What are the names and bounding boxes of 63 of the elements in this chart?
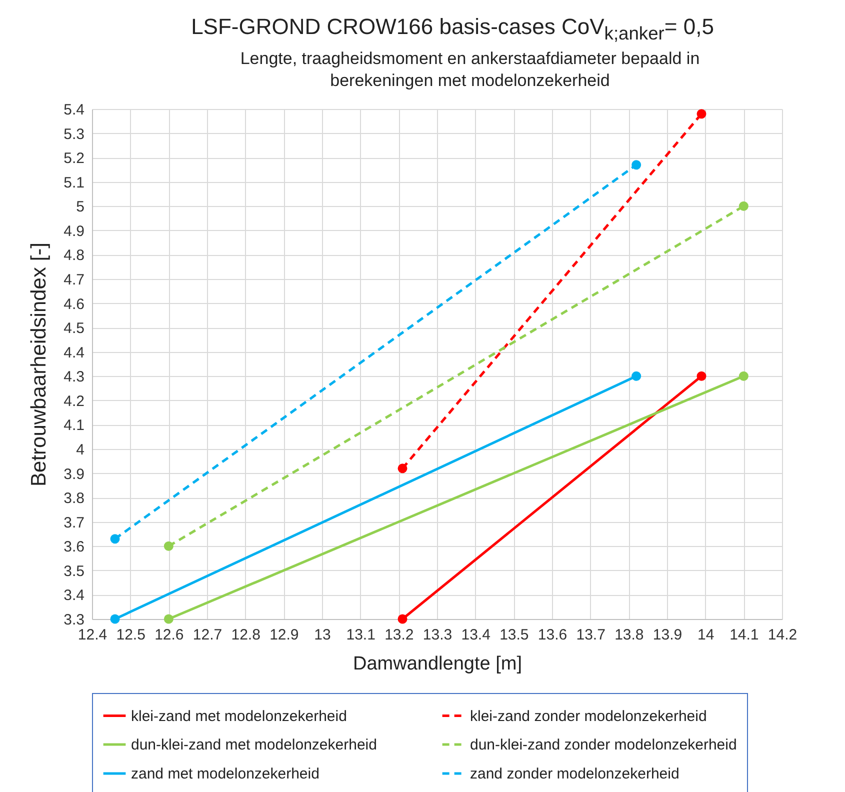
y-tick-label: 5 <box>76 199 84 216</box>
x-tick-label: 14 <box>697 626 714 644</box>
x-tick-label: 13.6 <box>538 626 568 644</box>
y-tick-label: 5.2 <box>64 150 84 168</box>
x-tick-label: 12.6 <box>154 626 184 644</box>
point <box>696 110 706 119</box>
x-tick-label: 13.2 <box>384 626 414 644</box>
point <box>398 464 408 474</box>
x-tick-label: 12.8 <box>231 626 260 644</box>
y-tick-label: 4.1 <box>64 418 84 435</box>
x-tick-label: 12.7 <box>192 626 222 644</box>
y-tick-label: 3.4 <box>64 588 84 605</box>
x-tick-label: 13.4 <box>461 626 490 644</box>
legend-label: zand zonder modelonzekerheid <box>470 766 680 783</box>
y-tick-label: 5.1 <box>64 174 84 192</box>
point <box>398 614 408 624</box>
point <box>164 542 174 552</box>
point <box>696 372 706 382</box>
point <box>110 534 120 544</box>
x-axis-title: Damwandlengte [m] <box>353 654 522 675</box>
y-tick-label: 3.9 <box>64 466 84 484</box>
y-tick-label: 4.3 <box>64 369 84 386</box>
x-tick-label: 13.7 <box>576 626 606 644</box>
y-tick-label: 4.4 <box>64 344 84 362</box>
y-tick-label: 5.3 <box>64 126 84 144</box>
x-tick-label: 13 <box>314 626 331 644</box>
y-axis-title: Betrouwbaarheidsindex [-] <box>28 242 51 487</box>
x-tick-label: 12.5 <box>116 626 146 644</box>
x-tick-label: 12.4 <box>78 626 108 644</box>
y-tick-label: 4.9 <box>64 223 84 240</box>
chart-subtitle: Lengte, traagheidsmoment en ankerstaafdiameter bepaald in berekeningen met modelonzekerheid <box>239 48 701 92</box>
legend-label: dun-klei-zand met modelonzekerheid <box>131 736 377 754</box>
y-tick-label: 3.7 <box>64 514 84 532</box>
y-tick-label: 3.5 <box>64 563 84 580</box>
x-tick-label: 14.2 <box>768 626 798 644</box>
y-tick-label: 4.6 <box>64 296 84 314</box>
x-tick-label: 12.9 <box>270 626 299 644</box>
legend-label: klei-zand zonder modelonzekerheid <box>470 708 707 726</box>
point <box>632 372 642 382</box>
point <box>738 202 748 212</box>
point <box>110 614 120 624</box>
y-tick-label: 4.7 <box>64 272 84 289</box>
x-tick-label: 13.1 <box>346 626 376 644</box>
x-tick-label: 13.3 <box>422 626 452 644</box>
y-tick-label: 3.3 <box>64 612 84 629</box>
legend-label: klei-zand met modelonzekerheid <box>131 708 347 726</box>
chart-title: LSF-GROND CROW166 basis-cases CoV$_{k;anker}$= 0,5 <box>190 14 715 44</box>
x-tick-label: 13.5 <box>500 626 529 644</box>
point <box>738 372 748 382</box>
point <box>164 614 174 624</box>
y-tick-label: 4.5 <box>64 320 84 338</box>
y-tick-label: 3.6 <box>64 539 84 556</box>
x-tick-label: 13.9 <box>652 626 682 644</box>
y-tick-label: 3.8 <box>64 490 84 508</box>
x-tick-label: 14.1 <box>730 626 759 644</box>
legend-label: zand met modelonzekerheid <box>131 766 320 783</box>
y-tick-label: 4 <box>76 442 84 459</box>
legend-label: dun-klei-zand zonder modelonzekerheid <box>470 736 737 754</box>
y-tick-label: 4.2 <box>64 393 84 410</box>
point <box>632 160 642 170</box>
y-tick-label: 4.8 <box>64 248 84 265</box>
y-tick-label: 5.4 <box>64 102 84 119</box>
x-tick-label: 13.8 <box>614 626 644 644</box>
